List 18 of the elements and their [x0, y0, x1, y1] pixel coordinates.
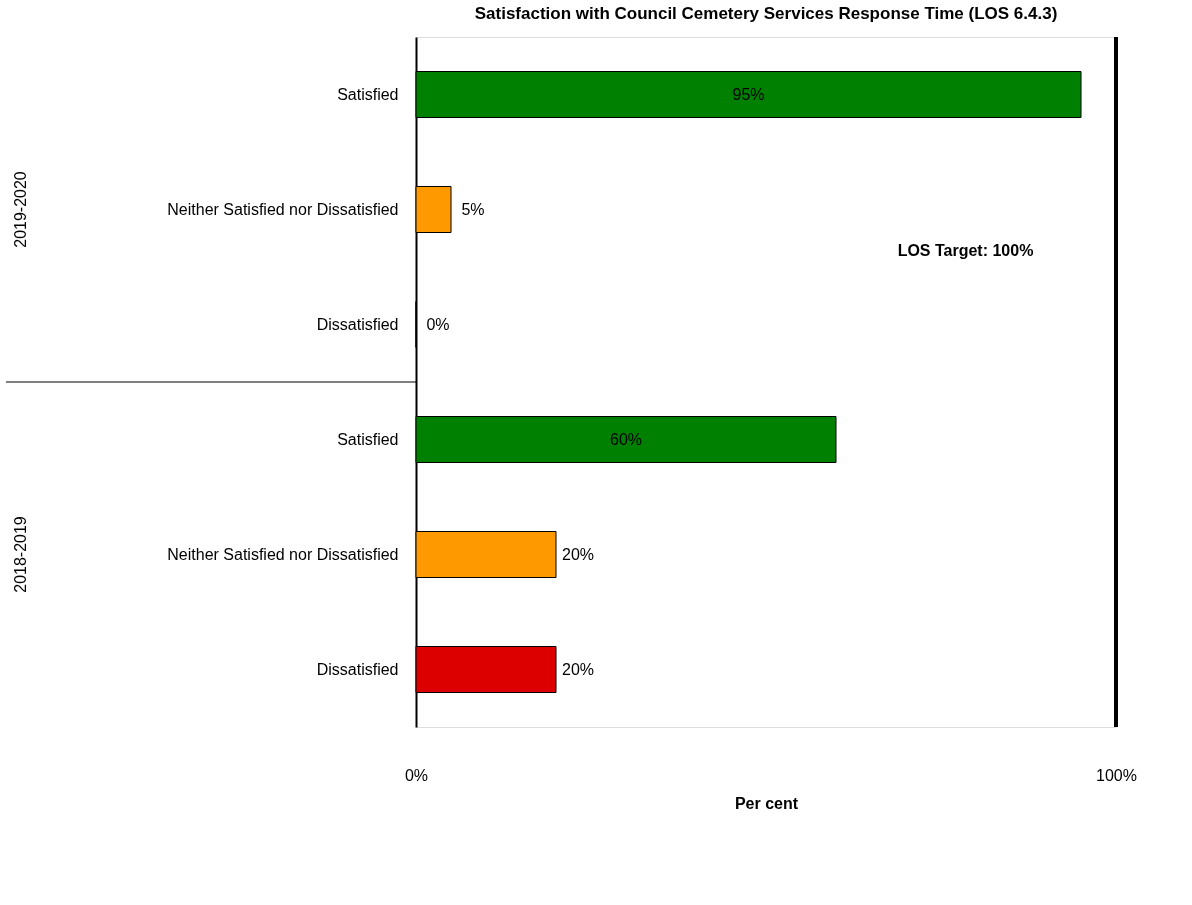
chart-title: Satisfaction with Council Cemetery Services Response Time (LOS 6.4.3) [474, 4, 1058, 23]
text: 2019-2020 [12, 171, 29, 248]
x-axis-title: Per cent [734, 794, 799, 812]
y-tick-label: Neither Satisfied nor Dissatisfied [167, 545, 399, 563]
ref-line-label: LOS Target: 100% [897, 241, 1034, 259]
data-label: 20% [561, 660, 595, 678]
data-label: 5% [461, 200, 485, 218]
y-tick-label: Neither Satisfied nor Dissatisfied [167, 200, 399, 218]
y-tick-label: Dissatisfied [316, 315, 399, 333]
y-tick-label: Satisfied [337, 85, 399, 103]
text: 2018-2019 [12, 516, 29, 593]
y-tick-label: Dissatisfied [316, 660, 399, 678]
data-label: 95% [732, 85, 765, 103]
data-label: 0% [426, 315, 450, 333]
y-tick-label: Satisfied [337, 430, 399, 448]
data-label: 20% [561, 545, 595, 563]
x-tick-label: 100% [1096, 766, 1137, 784]
data-label: 60% [609, 430, 643, 448]
